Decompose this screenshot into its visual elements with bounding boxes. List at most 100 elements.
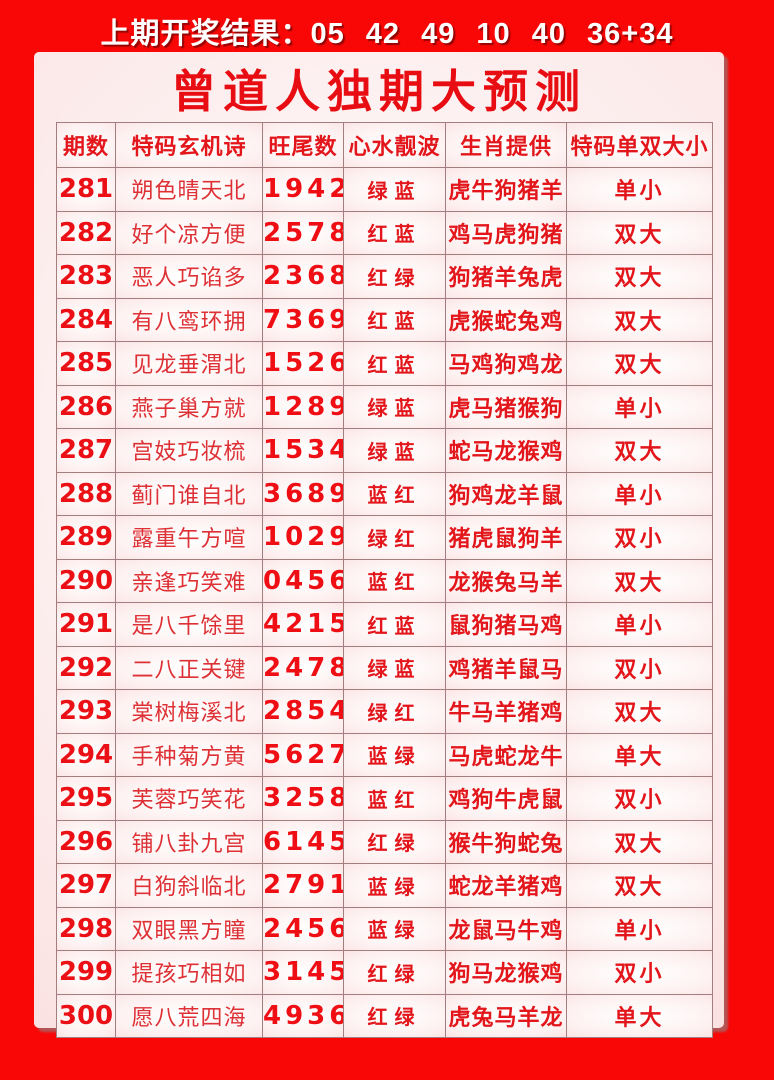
tails-cell: 2368	[262, 254, 344, 299]
size-cell: 双大	[566, 254, 713, 299]
column-header-period: 期数	[56, 122, 116, 168]
size-cell: 单小	[566, 602, 713, 647]
poem-cell: 亲逢巧笑难	[115, 558, 263, 603]
size-cell: 双大	[566, 863, 713, 908]
poem-cell: 棠树梅溪北	[115, 689, 263, 734]
zodiac-cell: 蛇马龙猴鸡	[445, 428, 567, 473]
poem-cell: 白狗斜临北	[115, 863, 263, 908]
size-cell: 单小	[566, 167, 713, 212]
zodiac-cell: 牛马羊猪鸡	[445, 689, 567, 734]
zodiac-cell: 狗马龙猴鸡	[445, 950, 567, 995]
period-cell: 291	[56, 602, 116, 647]
period-cell: 290	[56, 558, 116, 603]
column-header-waves: 心水靓波	[343, 122, 446, 168]
period-cell: 282	[56, 210, 116, 255]
waves-cell: 蓝红	[343, 558, 446, 603]
tails-cell: 3145	[262, 950, 344, 995]
size-cell: 双小	[566, 950, 713, 995]
period-cell: 288	[56, 471, 116, 516]
table-row: 288 蓟门谁自北 3689 蓝红 狗鸡龙羊鼠 单小	[56, 471, 713, 516]
table-row: 293 棠树梅溪北 2854 绿红 牛马羊猪鸡 双大	[56, 689, 713, 734]
period-cell: 297	[56, 863, 116, 908]
period-cell: 281	[56, 167, 116, 212]
zodiac-cell: 虎牛狗猪羊	[445, 167, 567, 212]
table-row: 295 芙蓉巧笑花 3258 蓝红 鸡狗牛虎鼠 双小	[56, 776, 713, 821]
size-cell: 双大	[566, 558, 713, 603]
table-row: 289 露重午方喧 1029 绿红 猪虎鼠狗羊 双小	[56, 515, 713, 560]
poem-cell: 愿八荒四海	[115, 993, 263, 1038]
size-cell: 单大	[566, 732, 713, 777]
period-cell: 283	[56, 254, 116, 299]
waves-cell: 绿蓝	[343, 384, 446, 429]
size-cell: 双大	[566, 819, 713, 864]
table-row: 291 是八千馀里 4215 红蓝 鼠狗猪马鸡 单小	[56, 602, 713, 647]
tails-cell: 3258	[262, 776, 344, 821]
size-cell: 双小	[566, 645, 713, 690]
tails-cell: 6145	[262, 819, 344, 864]
period-cell: 289	[56, 515, 116, 560]
table-row: 296 铺八卦九宫 6145 红绿 猴牛狗蛇兔 双大	[56, 819, 713, 864]
period-cell: 300	[56, 993, 116, 1038]
waves-cell: 蓝绿	[343, 732, 446, 777]
period-cell: 299	[56, 950, 116, 995]
size-cell: 双大	[566, 341, 713, 386]
poem-cell: 露重午方喧	[115, 515, 263, 560]
poem-cell: 蓟门谁自北	[115, 471, 263, 516]
waves-cell: 蓝绿	[343, 906, 446, 951]
tails-cell: 1942	[262, 167, 344, 212]
page-title: 曾道人独期大预测	[170, 66, 587, 117]
size-cell: 双小	[566, 515, 713, 560]
poem-cell: 芙蓉巧笑花	[115, 776, 263, 821]
poem-cell: 提孩巧相如	[115, 950, 263, 995]
poem-cell: 恶人巧谄多	[115, 254, 263, 299]
table-row: 281 朔色晴天北 1942 绿蓝 虎牛狗猪羊 单小	[56, 167, 713, 212]
period-cell: 294	[56, 732, 116, 777]
size-cell: 双大	[566, 428, 713, 473]
tails-cell: 1289	[262, 384, 344, 429]
table-row: 284 有八鸾环拥 7369 红蓝 虎猴蛇兔鸡 双大	[56, 297, 713, 342]
table-row: 285 见龙垂渭北 1526 红蓝 马鸡狗鸡龙 双大	[56, 341, 713, 386]
poem-cell: 宫妓巧妆梳	[115, 428, 263, 473]
table-row: 299 提孩巧相如 3145 红绿 狗马龙猴鸡 双小	[56, 950, 713, 995]
waves-cell: 绿红	[343, 689, 446, 734]
tails-cell: 4215	[262, 602, 344, 647]
zodiac-cell: 鼠狗猪马鸡	[445, 602, 567, 647]
waves-cell: 红绿	[343, 950, 446, 995]
zodiac-cell: 鸡马虎狗猪	[445, 210, 567, 255]
waves-cell: 红绿	[343, 993, 446, 1038]
zodiac-cell: 虎兔马羊龙	[445, 993, 567, 1038]
waves-cell: 红蓝	[343, 341, 446, 386]
table-row: 283 恶人巧谄多 2368 红绿 狗猪羊兔虎 双大	[56, 254, 713, 299]
zodiac-cell: 猪虎鼠狗羊	[445, 515, 567, 560]
tails-cell: 2578	[262, 210, 344, 255]
zodiac-cell: 狗猪羊兔虎	[445, 254, 567, 299]
poem-cell: 见龙垂渭北	[115, 341, 263, 386]
tails-cell: 2791	[262, 863, 344, 908]
waves-cell: 红蓝	[343, 297, 446, 342]
header-row: 期数 特码玄机诗 旺尾数 心水靓波 生肖提供 特码单双大小	[56, 122, 713, 168]
table-row: 290 亲逢巧笑难 0456 蓝红 龙猴兔马羊 双大	[56, 558, 713, 603]
waves-cell: 绿红	[343, 515, 446, 560]
period-cell: 295	[56, 776, 116, 821]
size-cell: 单小	[566, 471, 713, 516]
tails-cell: 5627	[262, 732, 344, 777]
zodiac-cell: 虎马猪猴狗	[445, 384, 567, 429]
period-cell: 296	[56, 819, 116, 864]
waves-cell: 蓝红	[343, 776, 446, 821]
period-cell: 285	[56, 341, 116, 386]
table-row: 287 宫妓巧妆梳 1534 绿蓝 蛇马龙猴鸡 双大	[56, 428, 713, 473]
poem-cell: 二八正关键	[115, 645, 263, 690]
table-row: 292 二八正关键 2478 绿蓝 鸡猪羊鼠马 双小	[56, 645, 713, 690]
table-row: 298 双眼黑方瞳 2456 蓝绿 龙鼠马牛鸡 单小	[56, 906, 713, 951]
column-header-size: 特码单双大小	[566, 122, 713, 168]
zodiac-cell: 马虎蛇龙牛	[445, 732, 567, 777]
zodiac-cell: 龙鼠马牛鸡	[445, 906, 567, 951]
poem-cell: 好个凉方便	[115, 210, 263, 255]
table-row: 286 燕子巢方就 1289 绿蓝 虎马猪猴狗 单小	[56, 384, 713, 429]
zodiac-cell: 马鸡狗鸡龙	[445, 341, 567, 386]
tails-cell: 3689	[262, 471, 344, 516]
table-header: 期数 特码玄机诗 旺尾数 心水靓波 生肖提供 特码单双大小	[56, 122, 713, 168]
tails-cell: 4936	[262, 993, 344, 1038]
size-cell: 双大	[566, 210, 713, 255]
size-cell: 单大	[566, 993, 713, 1038]
